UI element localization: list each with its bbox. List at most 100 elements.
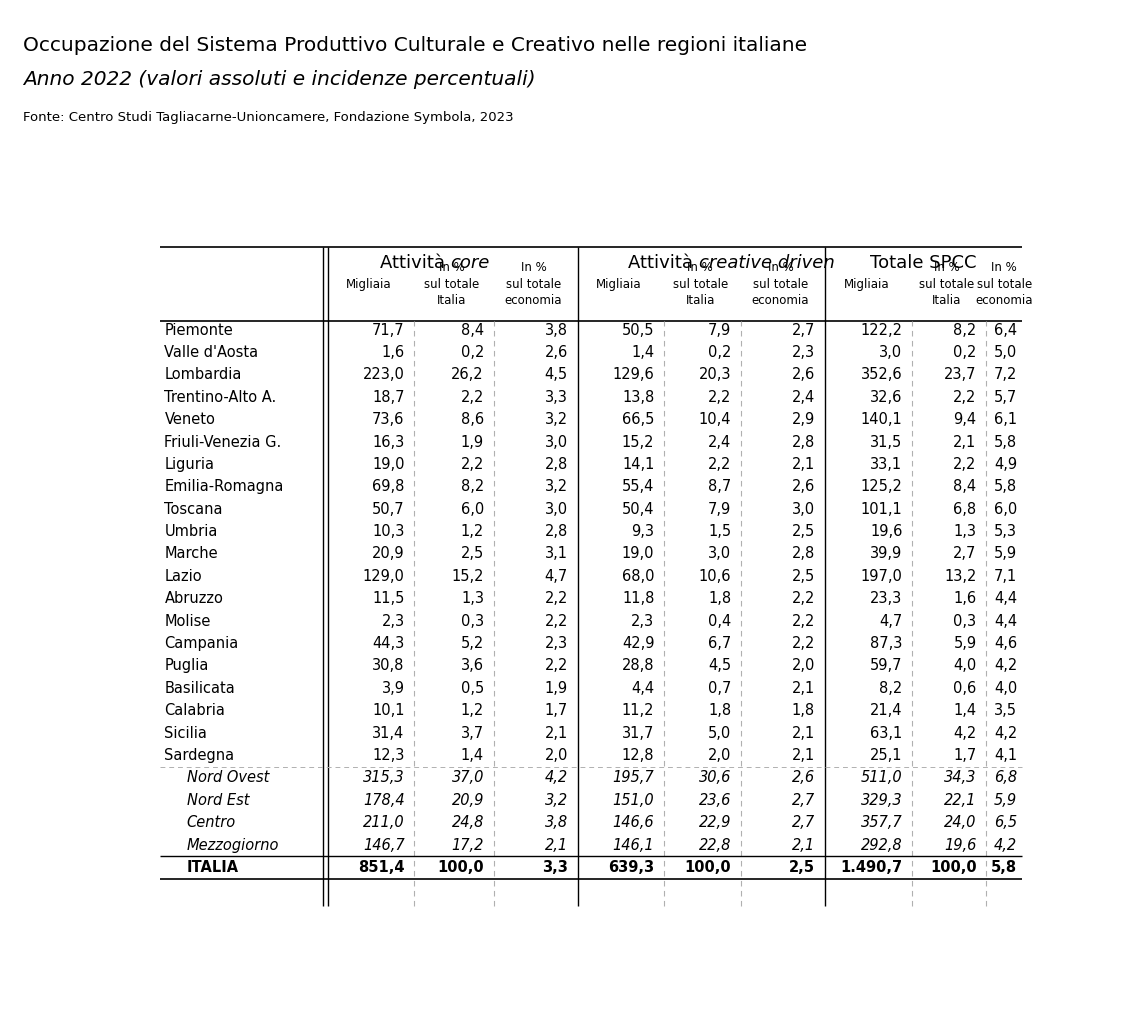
Text: 2,2: 2,2 [544,613,568,629]
Text: 22,8: 22,8 [699,837,731,853]
Text: 1,3: 1,3 [953,524,976,539]
Text: 4,9: 4,9 [994,457,1017,472]
Text: 315,3: 315,3 [363,770,404,786]
Text: 37,0: 37,0 [452,770,484,786]
Text: 13,8: 13,8 [622,390,655,405]
Text: 2,2: 2,2 [544,591,568,606]
Text: 1,9: 1,9 [544,680,568,696]
Text: Nord Ovest: Nord Ovest [187,770,269,786]
Text: 59,7: 59,7 [870,659,902,673]
Text: 639,3: 639,3 [608,860,655,875]
Text: 2,2: 2,2 [707,390,731,405]
Text: 4,2: 4,2 [953,726,976,740]
Text: Fonte: Centro Studi Tagliacarne-Unioncamere, Fondazione Symbola, 2023: Fonte: Centro Studi Tagliacarne-Unioncam… [23,111,514,125]
Text: Lombardia: Lombardia [164,367,241,383]
Text: 7,1: 7,1 [994,569,1017,584]
Text: 211,0: 211,0 [363,816,404,830]
Text: 2,1: 2,1 [792,680,816,696]
Text: 4,6: 4,6 [994,636,1017,651]
Text: 13,2: 13,2 [944,569,976,584]
Text: In %
sul totale
Italia: In % sul totale Italia [919,261,975,307]
Text: 2,5: 2,5 [789,860,816,875]
Text: 197,0: 197,0 [861,569,902,584]
Text: In %
sul totale
Italia: In % sul totale Italia [673,261,728,307]
Text: 4,0: 4,0 [953,659,976,673]
Text: 69,8: 69,8 [372,479,404,494]
Text: 9,3: 9,3 [631,524,655,539]
Text: 129,6: 129,6 [613,367,655,383]
Text: 6,4: 6,4 [994,323,1017,337]
Text: Mezzogiorno: Mezzogiorno [187,837,279,853]
Text: 100,0: 100,0 [929,860,976,875]
Text: 33,1: 33,1 [870,457,902,472]
Text: 2,2: 2,2 [792,636,816,651]
Text: Lazio: Lazio [164,569,202,584]
Text: 10,1: 10,1 [372,703,404,719]
Text: 32,6: 32,6 [870,390,902,405]
Text: 2,1: 2,1 [544,837,568,853]
Text: 1,5: 1,5 [708,524,731,539]
Text: 24,8: 24,8 [452,816,484,830]
Text: Valle d'Aosta: Valle d'Aosta [164,345,259,360]
Text: 2,7: 2,7 [792,323,816,337]
Text: 3,7: 3,7 [461,726,484,740]
Text: 4,4: 4,4 [631,680,655,696]
Text: 2,8: 2,8 [544,457,568,472]
Text: 2,3: 2,3 [631,613,655,629]
Text: 31,4: 31,4 [372,726,404,740]
Text: 2,0: 2,0 [792,659,816,673]
Text: 15,2: 15,2 [451,569,484,584]
Text: 12,8: 12,8 [622,747,655,763]
Text: 6,5: 6,5 [994,816,1017,830]
Text: 8,2: 8,2 [461,479,484,494]
Text: 6,7: 6,7 [708,636,731,651]
Text: 146,6: 146,6 [613,816,655,830]
Text: 34,3: 34,3 [944,770,976,786]
Text: 5,9: 5,9 [994,793,1017,807]
Text: 20,3: 20,3 [698,367,731,383]
Text: Friuli-Venezia G.: Friuli-Venezia G. [164,434,281,450]
Text: 6,8: 6,8 [994,770,1017,786]
Text: 2,2: 2,2 [953,390,976,405]
Text: Puglia: Puglia [164,659,208,673]
Text: 3,0: 3,0 [879,345,902,360]
Text: 3,3: 3,3 [544,390,568,405]
Text: 1,2: 1,2 [461,703,484,719]
Text: Migliaia: Migliaia [843,277,890,291]
Text: 0,2: 0,2 [460,345,484,360]
Text: 22,1: 22,1 [944,793,976,807]
Text: 3,1: 3,1 [544,546,568,562]
Text: In %
sul totale
economia: In % sul totale economia [976,261,1033,307]
Text: 8,6: 8,6 [461,412,484,427]
Text: 14,1: 14,1 [622,457,655,472]
Text: 10,6: 10,6 [698,569,731,584]
Text: In %
sul totale
economia: In % sul totale economia [505,261,563,307]
Text: core: core [450,254,490,271]
Text: 2,0: 2,0 [544,747,568,763]
Text: 23,3: 23,3 [870,591,902,606]
Text: 24,0: 24,0 [944,816,976,830]
Text: 3,0: 3,0 [792,502,816,517]
Text: Sardegna: Sardegna [164,747,235,763]
Text: 2,1: 2,1 [953,434,976,450]
Text: Totale SPCC: Totale SPCC [870,254,977,271]
Text: 10,3: 10,3 [372,524,404,539]
Text: Migliaia: Migliaia [346,277,392,291]
Text: Attività: Attività [629,254,699,271]
Text: 1,4: 1,4 [953,703,976,719]
Text: 1,3: 1,3 [461,591,484,606]
Text: 6,0: 6,0 [994,502,1017,517]
Text: 4,1: 4,1 [994,747,1017,763]
Text: 2,7: 2,7 [792,816,816,830]
Text: 16,3: 16,3 [372,434,404,450]
Text: 329,3: 329,3 [861,793,902,807]
Text: 19,6: 19,6 [870,524,902,539]
Text: 2,7: 2,7 [792,793,816,807]
Text: 4,2: 4,2 [544,770,568,786]
Text: Trentino-Alto A.: Trentino-Alto A. [164,390,277,405]
Text: 18,7: 18,7 [372,390,404,405]
Text: 7,2: 7,2 [994,367,1017,383]
Text: 2,2: 2,2 [953,457,976,472]
Text: 25,1: 25,1 [870,747,902,763]
Text: 140,1: 140,1 [861,412,902,427]
